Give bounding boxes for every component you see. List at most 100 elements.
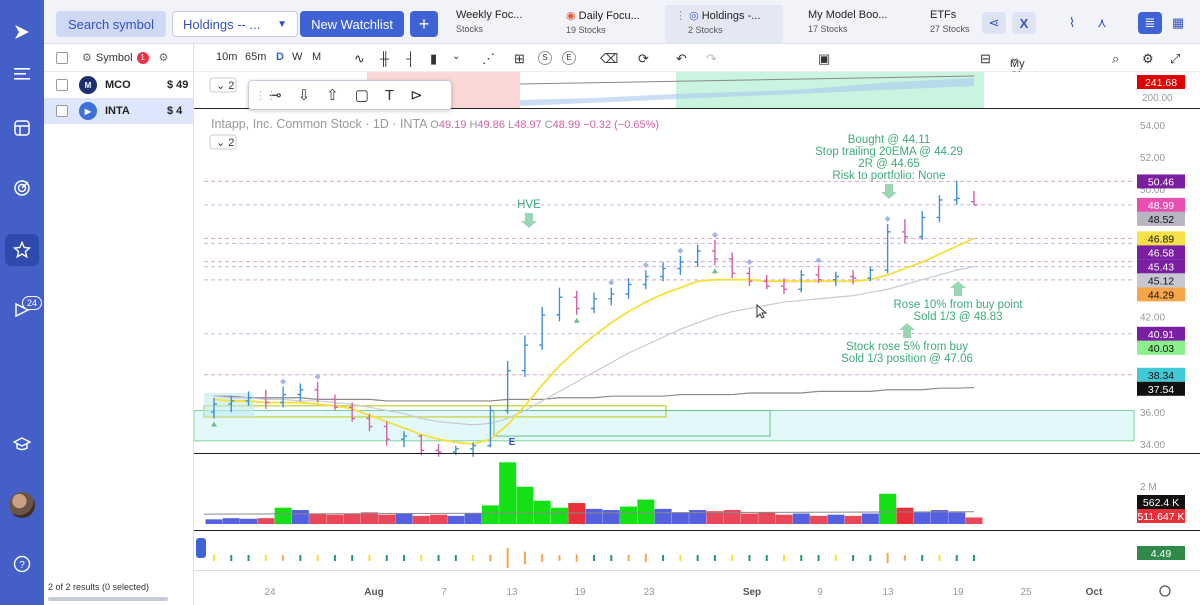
- indicators-icon[interactable]: ⋰: [482, 51, 495, 66]
- arrow-up-icon[interactable]: ⇧: [326, 87, 339, 104]
- select-all-checkbox[interactable]: [56, 51, 68, 64]
- ohlc-icon[interactable]: ┤: [406, 51, 416, 66]
- avatar[interactable]: [9, 492, 35, 518]
- refresh-icon[interactable]: ⟳: [638, 51, 649, 66]
- tab-count: Stocks: [456, 24, 484, 34]
- zoom-icon[interactable]: ⌕: [1112, 51, 1120, 66]
- volume-bar: [620, 506, 638, 524]
- row-checkbox[interactable]: [56, 79, 68, 91]
- gear-icon[interactable]: ⚙: [82, 52, 92, 64]
- x-tick-label: 7: [441, 587, 447, 598]
- volume-bar: [464, 513, 482, 524]
- calendar-icon[interactable]: ▣: [818, 51, 831, 66]
- interval-d[interactable]: D: [276, 51, 284, 63]
- watchlist-row-mco[interactable]: M MCO $ 49: [44, 72, 193, 98]
- compare-icon[interactable]: ⋏: [1097, 15, 1107, 30]
- diamond-marker: [711, 231, 718, 238]
- horizontal-line-icon[interactable]: ⊸: [269, 87, 282, 104]
- chevron-down-icon: ▼: [277, 18, 287, 30]
- horizontal-scrollbar[interactable]: [48, 597, 168, 601]
- star-icon[interactable]: [0, 232, 44, 268]
- price-badge-label: 37.54: [1148, 384, 1174, 396]
- arrow-up-marker: [950, 281, 966, 296]
- add-watchlist-button[interactable]: +: [410, 11, 438, 37]
- logo-icon[interactable]: [0, 14, 44, 50]
- trend-arrow-icon[interactable]: ⊳: [410, 87, 423, 104]
- diamond-marker: [608, 279, 615, 286]
- top-pane-line: [519, 75, 975, 85]
- bar-style-icon[interactable]: ╫: [380, 51, 390, 66]
- watchlist-panel: ⚙ Symbol 1 ⚙ M MCO $ 49 ▶ INTA $ 4 2 of 2 res…: [44, 44, 194, 605]
- filter-count-badge: 1: [136, 51, 149, 64]
- layout-icon[interactable]: [0, 110, 44, 146]
- interval-m[interactable]: M: [312, 51, 322, 63]
- candles-icon[interactable]: ▮: [430, 51, 438, 66]
- column-settings-icon[interactable]: ⚙: [158, 52, 169, 64]
- indicator-badge: [1137, 546, 1185, 560]
- volume-bar: [585, 508, 603, 524]
- eraser-icon[interactable]: ⌫: [600, 51, 619, 66]
- tab-model-book[interactable]: My Model Boo... 17 Stocks: [798, 5, 912, 43]
- undo-icon[interactable]: ↶: [676, 51, 687, 66]
- volume-bar: [913, 512, 931, 524]
- y-tick-label: 50.00: [1140, 185, 1165, 196]
- alerts-icon[interactable]: [0, 292, 44, 328]
- drawing-toolbar[interactable]: ⋮⋮ ⊸ ⇩ ⇧ ▢ T ⊳: [248, 80, 452, 110]
- chart-legend: Intapp, Inc. Common Stock · 1D · INTA O4…: [211, 117, 659, 131]
- settings-icon[interactable]: ⚙: [1142, 51, 1154, 66]
- drag-handle-icon[interactable]: ⋮: [675, 10, 686, 22]
- search-symbol-button[interactable]: Search symbol: [56, 11, 166, 37]
- annotation-bought: Bought @ 44.11: [848, 134, 930, 146]
- redo-icon[interactable]: ↷: [706, 51, 717, 66]
- mouse-cursor-icon: [756, 303, 768, 319]
- splits-badge[interactable]: S: [538, 51, 552, 65]
- layout-icon[interactable]: ⊟: [980, 51, 991, 66]
- tab-weekly-focus[interactable]: Weekly Foc... Stocks: [452, 5, 552, 43]
- line-chart-icon[interactable]: ⌇: [1068, 15, 1076, 30]
- watchlist-select[interactable]: Holdings -- ... ▼: [172, 11, 298, 37]
- price-badge-label: 46.89: [1148, 233, 1174, 245]
- tab-holdings[interactable]: ⋮ ◎ Holdings -... 2 Stocks: [665, 5, 783, 43]
- layout-select[interactable]: ◌ My Chart ⌄: [1010, 51, 1037, 82]
- rectangle-icon[interactable]: ▢: [354, 87, 369, 104]
- fullscreen-icon[interactable]: ⤢: [1170, 51, 1181, 66]
- text-icon[interactable]: T: [384, 86, 395, 104]
- share-icon[interactable]: ⋖: [982, 12, 1006, 34]
- legend-part: 48.97: [514, 119, 545, 131]
- price-badge: [1137, 75, 1185, 89]
- volume-bar: [205, 519, 223, 524]
- x-social-icon[interactable]: X: [1012, 12, 1036, 34]
- line-tool-icon[interactable]: ∿: [354, 51, 365, 66]
- interval-w[interactable]: W: [292, 51, 303, 63]
- radar-icon[interactable]: [0, 170, 44, 206]
- tab-daily-focus[interactable]: ◉ Daily Focu... 19 Stocks: [556, 5, 662, 43]
- y-tick-label: 42.00: [1140, 312, 1165, 323]
- watchlist-row-inta[interactable]: ▶ INTA $ 4: [44, 98, 193, 124]
- annotation-rose-10: Sold 1/3 @ 48.83: [913, 311, 1002, 323]
- diamond-marker: [815, 257, 822, 264]
- chart-area[interactable]: ⌄ 2 200.00 Intapp, Inc. Common Stock · 1D …: [193, 72, 1200, 605]
- volume-bar: [602, 510, 620, 524]
- interval-10m[interactable]: 10m: [216, 51, 238, 63]
- new-watchlist-button[interactable]: New Watchlist: [300, 11, 404, 37]
- education-icon[interactable]: [0, 426, 44, 462]
- interval-65m[interactable]: 65m: [245, 51, 267, 63]
- list-view-icon[interactable]: ≣: [1138, 12, 1162, 34]
- arrow-down-icon[interactable]: ⇩: [297, 87, 311, 104]
- apps-icon[interactable]: ⊞: [514, 51, 525, 66]
- earnings-badge[interactable]: E: [562, 51, 576, 65]
- legend-part: 49.19: [439, 119, 470, 131]
- row-checkbox[interactable]: [56, 105, 68, 117]
- help-icon[interactable]: ?: [0, 546, 44, 582]
- price-badge-label: 46.58: [1148, 247, 1174, 259]
- chevron-down-icon[interactable]: ⌄: [452, 51, 461, 62]
- drag-handle-icon[interactable]: ⋮⋮: [255, 89, 277, 102]
- grid-view-icon[interactable]: ▦: [1171, 15, 1185, 30]
- arrow-down-marker: [521, 213, 537, 228]
- menu-icon[interactable]: [0, 56, 44, 92]
- tab-etfs[interactable]: ETFs 27 Stocks: [920, 5, 984, 43]
- axis-settings-icon: [1159, 585, 1171, 597]
- symbol-column-header[interactable]: Symbol: [95, 51, 133, 64]
- legend-part: Intapp, Inc. Common Stock · 1D · INTA: [211, 117, 430, 131]
- price-chart[interactable]: ⌄ 2 200.00 Intapp, Inc. Common Stock · 1D …: [193, 72, 1200, 605]
